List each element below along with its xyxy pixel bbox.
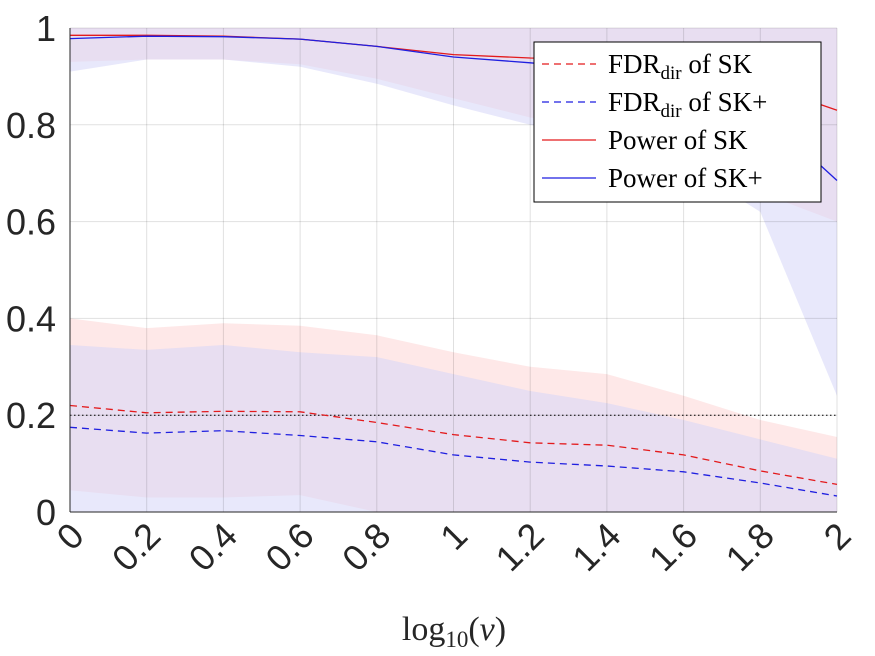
y-tick-labels: 0 0.2 0.4 0.6 0.8 1 (6, 8, 56, 533)
x-axis-label-arg: ( (468, 611, 479, 648)
y-tick-label-1: 0.2 (6, 395, 56, 436)
y-tick-label-4: 0.8 (6, 105, 56, 146)
legend-label-2: FDRdir of SK+ (608, 87, 767, 122)
series-line-2 (69, 426, 838, 497)
y-tick-label-5: 1 (36, 8, 56, 49)
series-line-1 (69, 404, 838, 486)
x-axis-label-close: ) (495, 611, 506, 648)
y-tick-label-0: 0 (36, 492, 56, 533)
axes (69, 28, 837, 513)
x-axis-label-nu: ν (480, 611, 496, 648)
x-axis-label-log: log (402, 611, 445, 648)
legend-label-1: FDRdir of SK (608, 49, 753, 84)
legend-label-3: Power of SK (608, 125, 748, 155)
y-tick-label-2: 0.4 (6, 298, 56, 339)
legend-label-4: Power of SK+ (608, 163, 763, 193)
x-axis-label-base: 10 (445, 627, 468, 652)
band-series-2 (70, 345, 837, 512)
x-axis-label: log10(ν) (402, 611, 506, 652)
y-tick-label-3: 0.6 (6, 202, 56, 243)
legend-box (533, 41, 822, 203)
